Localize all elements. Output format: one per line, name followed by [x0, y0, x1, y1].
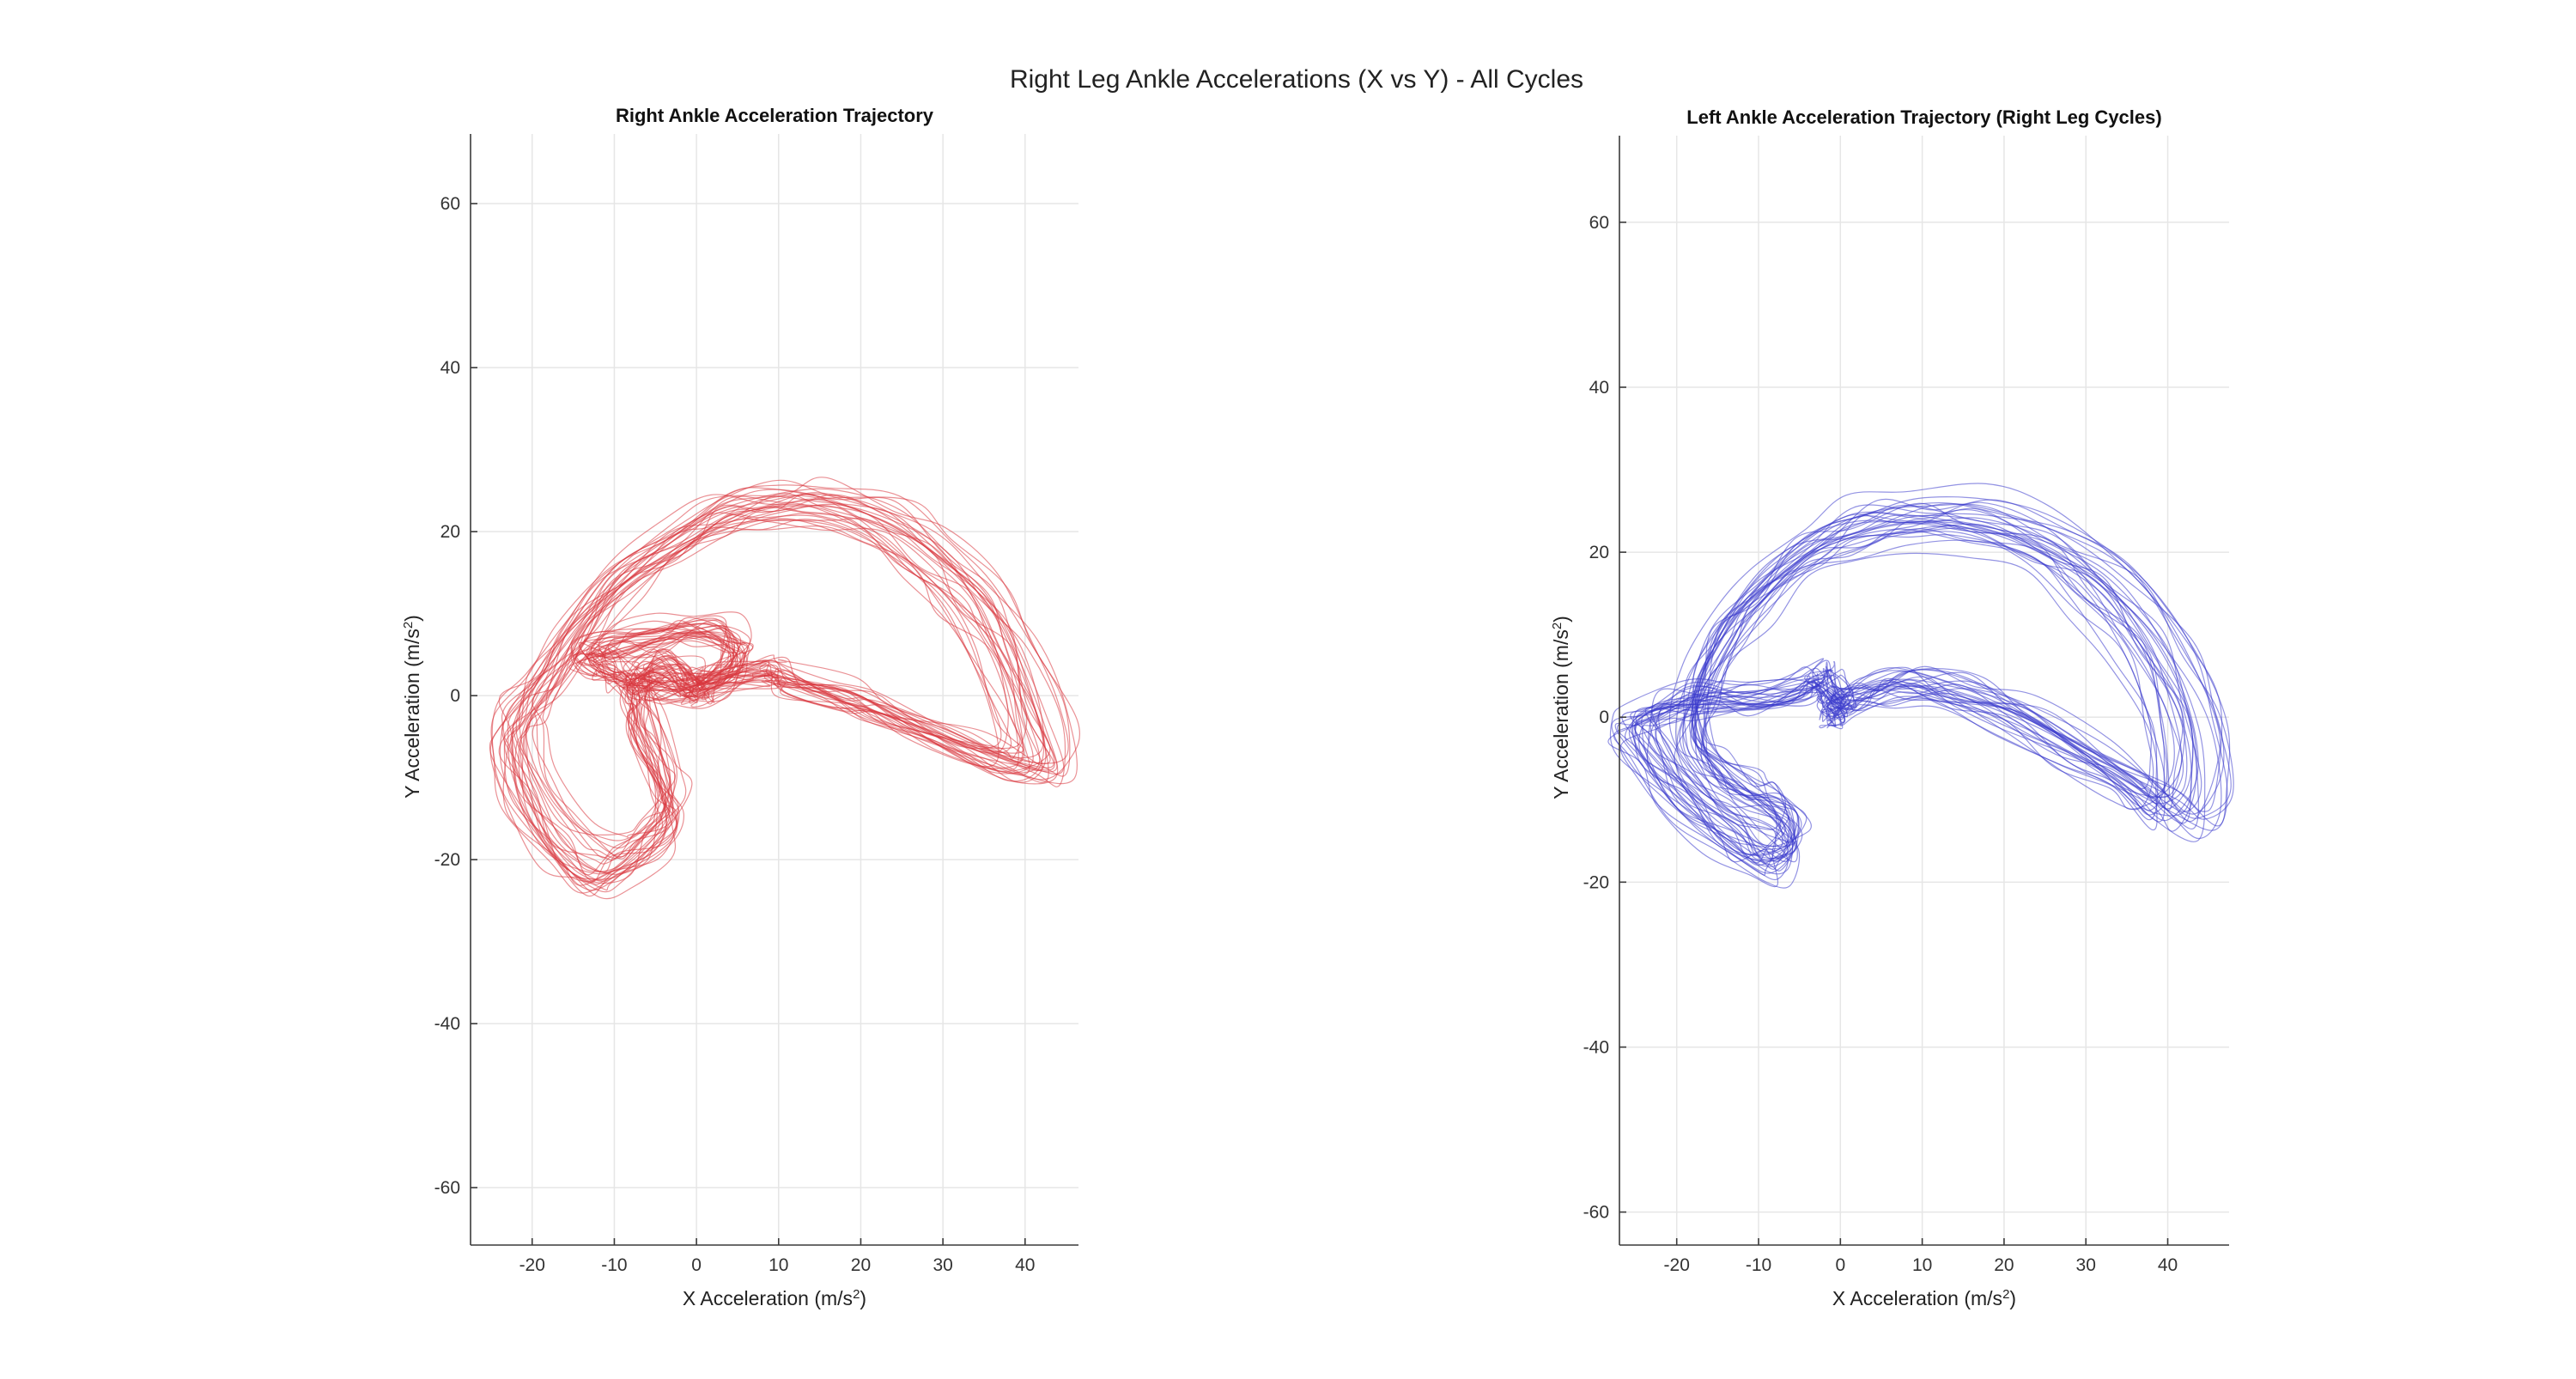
left-ankle-cycle-trajectory — [1619, 517, 2222, 881]
left-ankle-plot: -20 -10 0 10 20 30 40 -60 -40 -20 0 20 40 60 Left Ank… — [1550, 106, 2234, 1309]
right-ankle-cycle-trajectory — [490, 493, 1059, 894]
left-ankle-y-tick-label: -20 — [1583, 872, 1609, 892]
right-ankle-cycle-trajectory — [542, 525, 1009, 838]
right-ankle-y-axis-label: Y Acceleration (m/s2) — [401, 615, 424, 799]
right-ankle-cycle-trajectory — [501, 506, 1024, 861]
left-ankle-cycle-trajectory — [1609, 483, 2221, 863]
right-ankle-cycle-trajectory — [491, 479, 1078, 885]
left-ankle-cycle-trajectory — [1634, 520, 2192, 870]
right-ankle-title: Right Ankle Acceleration Trajectory — [616, 105, 934, 126]
left-ankle-x-tick-label: 0 — [1835, 1255, 1845, 1275]
left-ankle-cycle-trajectory — [1641, 514, 2194, 866]
right-ankle-plot: -20 -10 0 10 20 30 40 -60 -40 -20 0 20 40 60 Right An… — [401, 105, 1081, 1310]
figure-suptitle: Right Leg Ankle Accelerations (X vs Y) -… — [1010, 65, 1583, 94]
left-ankle-x-tick-label: -10 — [1746, 1255, 1771, 1275]
right-ankle-x-tick-label: 30 — [933, 1255, 952, 1275]
right-ankle-cycle-trajectory — [532, 494, 1024, 860]
right-ankle-x-tick-label: 40 — [1015, 1255, 1035, 1275]
right-ankle-grid — [471, 134, 1078, 1245]
left-ankle-y-tick-label: 20 — [1589, 543, 1609, 562]
right-ankle-cycle-trajectory — [499, 494, 1047, 891]
left-ankle-y-tick-label: 0 — [1599, 708, 1609, 727]
right-ankle-trajectories — [489, 477, 1081, 900]
left-ankle-y-tick-label: -40 — [1583, 1037, 1609, 1057]
right-ankle-y-tick-label: -60 — [434, 1178, 460, 1198]
left-ankle-x-tick-label: -20 — [1664, 1255, 1690, 1275]
left-ankle-x-tick-label: 20 — [1994, 1255, 2014, 1275]
right-ankle-cycle-trajectory — [532, 502, 1012, 841]
left-ankle-x-tick-label: 40 — [2158, 1255, 2178, 1275]
right-ankle-cycle-trajectory — [502, 487, 1065, 886]
left-ankle-cycle-trajectory — [1656, 552, 2159, 861]
right-ankle-x-axis-label: X Acceleration (m/s2) — [683, 1287, 866, 1310]
right-ankle-x-tick-label: 0 — [691, 1255, 702, 1275]
left-ankle-trajectories — [1607, 483, 2234, 889]
left-ankle-y-tick-label: -60 — [1583, 1203, 1609, 1223]
left-ankle-x-axis-label: X Acceleration (m/s2) — [1832, 1287, 2016, 1310]
right-ankle-cycle-trajectory — [510, 495, 1081, 882]
right-ankle-y-tick-label: 60 — [440, 194, 460, 214]
right-ankle-y-tick-label: 20 — [440, 522, 460, 542]
right-ankle-cycle-trajectory — [525, 519, 1019, 849]
right-ankle-ticks: -20 -10 0 10 20 30 40 -60 -40 -20 0 20 40 60 — [434, 194, 1036, 1275]
right-ankle-cycle-trajectory — [521, 503, 1066, 900]
left-ankle-ticks: -20 -10 0 10 20 30 40 -60 -40 -20 0 20 40 60 — [1583, 213, 2178, 1275]
left-ankle-cycle-trajectory — [1631, 513, 2183, 856]
right-ankle-cycle-trajectory — [519, 507, 1002, 835]
right-ankle-x-tick-label: -10 — [601, 1255, 627, 1275]
right-ankle-y-tick-label: -20 — [434, 850, 460, 870]
right-ankle-y-tick-label: -40 — [434, 1014, 460, 1034]
left-ankle-cycle-trajectory — [1631, 534, 2154, 860]
left-ankle-x-tick-label: 10 — [1912, 1255, 1932, 1275]
right-ankle-y-tick-label: 40 — [440, 358, 460, 378]
left-ankle-axes — [1619, 136, 2229, 1246]
right-ankle-cycle-trajectory — [524, 498, 1044, 860]
right-ankle-axes — [470, 134, 1078, 1246]
right-ankle-y-tick-label: 0 — [450, 686, 460, 706]
right-ankle-cycle-trajectory — [534, 513, 1021, 858]
right-ankle-cycle-trajectory — [526, 518, 1030, 875]
right-ankle-x-tick-label: -20 — [519, 1255, 545, 1275]
right-ankle-x-tick-label: 20 — [851, 1255, 871, 1275]
left-ankle-cycle-trajectory — [1613, 504, 2228, 889]
left-ankle-x-tick-label: 30 — [2076, 1255, 2096, 1275]
right-ankle-cycle-trajectory — [489, 492, 1058, 897]
left-ankle-y-axis-label: Y Acceleration (m/s2) — [1550, 616, 1573, 799]
right-ankle-cycle-trajectory — [498, 488, 1055, 883]
left-ankle-y-tick-label: 40 — [1589, 378, 1609, 398]
left-ankle-cycle-trajectory — [1624, 503, 2232, 872]
right-ankle-x-tick-label: 10 — [769, 1255, 788, 1275]
left-ankle-y-tick-label: 60 — [1589, 213, 1609, 233]
left-ankle-title: Left Ankle Acceleration Trajectory (Righ… — [1686, 106, 2161, 128]
left-ankle-cycle-trajectory — [1616, 501, 2223, 866]
